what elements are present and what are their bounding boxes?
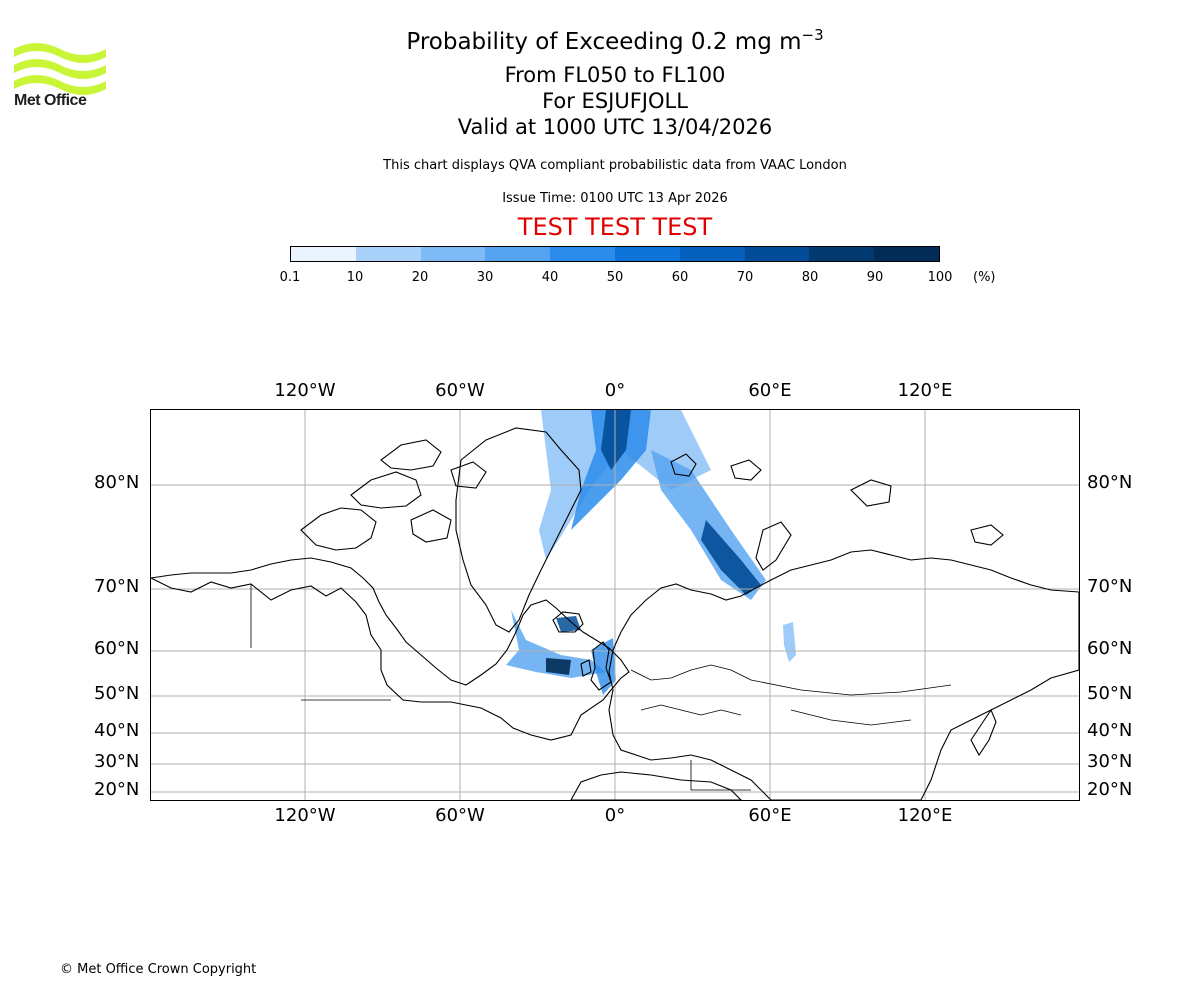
coast-arctic-island-c [380, 439, 442, 471]
lat-label: 20°N [1087, 779, 1133, 800]
level-range: From FL050 to FL100 [504, 63, 726, 87]
colorbar-tick-label: 100 [927, 270, 953, 285]
lon-label: 60°W [435, 805, 485, 826]
copyright: © Met Office Crown Copyright [60, 962, 257, 977]
lat-label: 70°N [94, 576, 140, 597]
map-panel [150, 409, 1080, 801]
colorbar-unit: (%) [973, 270, 996, 285]
coast-japan [970, 708, 997, 757]
met-office-logo-icon [14, 43, 106, 95]
border-europe-b [640, 704, 742, 716]
coast-severnaya-zemlya [850, 479, 892, 507]
lat-label: 60°N [94, 638, 140, 659]
colorbar-segment [291, 247, 356, 261]
plume-arctic-max [601, 410, 631, 470]
coast-north-africa [570, 771, 742, 800]
border-central-asia [790, 709, 912, 726]
lon-label: 60°E [748, 805, 792, 826]
colorbar-tick-label: 40 [541, 270, 559, 285]
lat-label: 70°N [1087, 576, 1133, 597]
lat-label: 30°N [1087, 751, 1133, 772]
coast-ireland [580, 659, 592, 677]
chart-description: This chart displays QVA compliant probab… [383, 158, 847, 173]
border-russia-south [750, 679, 952, 696]
colorbar-segment [550, 247, 615, 261]
coast-new-siberian [970, 524, 1004, 546]
colorbar-segment [420, 247, 486, 261]
coast-arctic-island-d [410, 509, 452, 543]
colorbar-tick-label: 20 [411, 270, 429, 285]
colorbar-tick-label: 30 [476, 270, 494, 285]
colorbar-tick-label: 70 [736, 270, 754, 285]
lon-label: 120°W [274, 380, 336, 401]
colorbar-segment [874, 247, 939, 261]
colorbar-segment [809, 247, 875, 261]
coast-eurasia [608, 549, 1079, 800]
coast-arctic-island-e [450, 461, 487, 489]
lat-label: 60°N [1087, 638, 1133, 659]
met-office-logo-text: Met Office [14, 92, 87, 109]
plume-atlantic-outer [506, 610, 606, 678]
lon-label: 120°W [274, 805, 336, 826]
border-europe-a [630, 664, 752, 681]
lon-label: 60°W [435, 380, 485, 401]
border-middle-east [690, 760, 751, 791]
plume-arctic-outer [539, 410, 711, 560]
lat-label: 80°N [1087, 472, 1133, 493]
plume-north-sea [591, 638, 616, 695]
probability-colorbar [290, 246, 940, 262]
plume-atlantic-core [546, 658, 571, 675]
chart-title-superscript: −3 [801, 26, 824, 44]
colorbar-tick-label: 0.1 [279, 270, 301, 285]
coast-arctic-island-b [350, 471, 422, 509]
coast-svalbard [670, 453, 697, 477]
colorbar-segment [355, 247, 421, 261]
colorbar-tick-label: 80 [801, 270, 819, 285]
lat-label: 50°N [94, 683, 140, 704]
colorbar-segment [485, 247, 551, 261]
colorbar-segment [614, 247, 680, 261]
colorbar-tick-label: 90 [866, 270, 884, 285]
lat-label: 50°N [1087, 683, 1133, 704]
colorbar-segment [744, 247, 810, 261]
plume-barents-core [701, 520, 761, 595]
valid-time: Valid at 1000 UTC 13/04/2026 [457, 115, 773, 139]
lat-label: 30°N [94, 751, 140, 772]
lon-label: 0° [604, 380, 626, 401]
test-banner: TEST TEST TEST [517, 213, 713, 241]
colorbar-tick-label: 60 [671, 270, 689, 285]
lon-label: 60°E [748, 380, 792, 401]
colorbar-tick-label: 50 [606, 270, 624, 285]
map-canvas [151, 410, 1079, 800]
chart-title: Probability of Exceeding 0.2 mg m−3 [0, 26, 1200, 55]
lat-label: 40°N [1087, 720, 1133, 741]
coast-greenland [455, 427, 582, 633]
coast-north-america [151, 557, 630, 741]
map-gridlines [151, 410, 1079, 800]
coastlines [151, 427, 1079, 800]
chart-title-text: Probability of Exceeding 0.2 mg m [406, 29, 802, 55]
lon-label: 120°E [897, 380, 953, 401]
coast-franz-josef [730, 459, 762, 481]
lat-label: 40°N [94, 720, 140, 741]
lon-label: 0° [604, 805, 626, 826]
country-borders [250, 584, 952, 791]
issue-time: Issue Time: 0100 UTC 13 Apr 2026 [502, 191, 728, 206]
colorbar-tick-label: 10 [346, 270, 364, 285]
volcano-name: For ESJUFJOLL [542, 89, 688, 113]
lon-label: 120°E [897, 805, 953, 826]
ash-probability-plumes [506, 410, 796, 695]
coast-novaya-zemlya [755, 521, 792, 571]
coast-arctic-island-a [300, 507, 377, 551]
plume-iceland-core [556, 616, 581, 632]
plume-ural [783, 622, 796, 662]
lat-label: 20°N [94, 779, 140, 800]
colorbar-segment [679, 247, 745, 261]
lat-label: 80°N [94, 472, 140, 493]
coast-iceland [552, 611, 584, 633]
